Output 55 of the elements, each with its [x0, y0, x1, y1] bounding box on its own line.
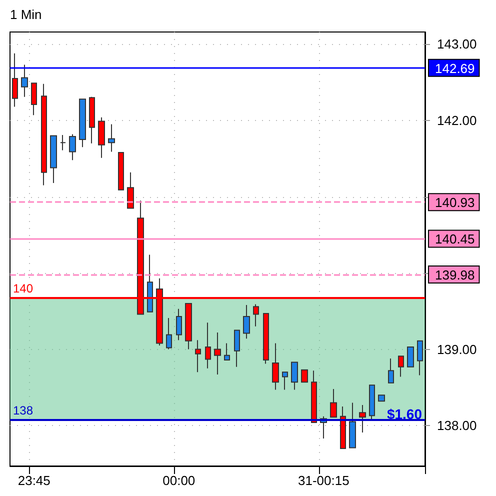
candlestick: [60, 134, 66, 151]
ref-line-label: 140.93: [435, 195, 475, 210]
candlestick: [398, 356, 404, 378]
y-tick-label: 139.00: [437, 342, 477, 357]
candlestick: [21, 64, 28, 98]
candlestick: [224, 342, 230, 360]
candlestick: [147, 254, 153, 312]
candlestick: [89, 96, 95, 144]
ref-line-label: 138: [13, 403, 34, 418]
candlestick: [69, 134, 76, 161]
candlestick: [176, 308, 182, 341]
candlestick: [243, 304, 250, 340]
candlestick: [330, 388, 337, 418]
candlestick: [253, 304, 259, 327]
candlestick: [311, 370, 317, 424]
candlestick: [118, 152, 124, 190]
x-tick-label: 23:45: [18, 473, 50, 488]
x-tick-label: 31-00:15: [298, 473, 350, 488]
annotation: $1.60: [386, 406, 422, 422]
x-tick-label: 00:00: [162, 473, 196, 488]
candlestick: [79, 98, 86, 148]
candlestick: [349, 402, 356, 448]
candlestick: [407, 346, 414, 368]
candlestick: [272, 342, 279, 390]
y-tick-label: 142.00: [437, 112, 477, 128]
candlestick: [369, 384, 375, 420]
candlestick: [31, 82, 37, 116]
ref-line-label: 139.98: [435, 268, 475, 283]
candlestick: [301, 369, 308, 383]
candlestick: [359, 404, 366, 433]
candlestick: [291, 362, 298, 390]
candlestick: [98, 116, 105, 158]
candlestick: [185, 303, 192, 350]
candlestick: [108, 124, 115, 152]
ref-line-label: 140.45: [435, 232, 475, 247]
candlestick: [234, 330, 240, 368]
chart-title: 1 Min: [10, 7, 42, 22]
y-tick-label: 143.00: [437, 36, 477, 52]
ref-line-label: 140: [13, 281, 34, 296]
candlestick: [195, 340, 201, 373]
ref-line-label: 142.69: [435, 60, 475, 76]
candlestick: [417, 340, 423, 376]
candlestick: [205, 322, 211, 369]
candlestick: [214, 332, 221, 375]
candlestick: [41, 83, 47, 186]
candlestick: [388, 358, 394, 384]
y-tick-label: 138.00: [437, 418, 477, 434]
candlestick: [127, 172, 134, 209]
candlestick: [263, 312, 269, 364]
candlestick: [340, 406, 346, 449]
candlestick: [282, 372, 288, 390]
candlestick: [166, 318, 172, 350]
candlestick: [50, 135, 57, 184]
candlestick: [12, 52, 18, 108]
candlestick: [378, 394, 385, 402]
